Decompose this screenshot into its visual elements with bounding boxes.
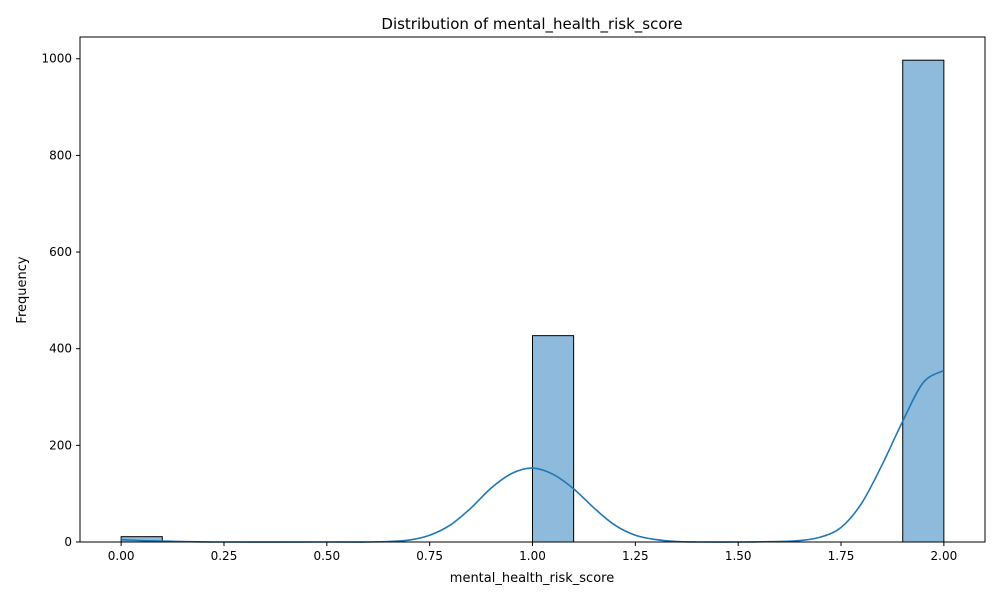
x-tick-label: 0.75 [416, 549, 443, 563]
plot-area [120, 59, 945, 543]
chart-title: Distribution of mental_health_risk_score [381, 15, 682, 34]
x-tick-label: 0.00 [108, 549, 135, 563]
x-tick-label: 1.00 [519, 549, 546, 563]
y-tick-label: 400 [49, 342, 72, 356]
x-tick-label: 1.25 [622, 549, 649, 563]
y-tick-label: 600 [49, 245, 72, 259]
histogram-bar [532, 335, 575, 543]
x-tick-label: 2.00 [931, 549, 958, 563]
x-tick-label: 0.25 [211, 549, 238, 563]
x-axis-label: mental_health_risk_score [450, 571, 614, 586]
x-tick-label: 1.50 [725, 549, 752, 563]
axes: 0.00 0.25 0.50 0.75 1.00 1.25 1.50 1.75 2.00 0 200… [41, 36, 986, 563]
y-tick-label: 200 [49, 438, 72, 452]
y-tick-label: 800 [49, 148, 72, 162]
y-axis-label: Frequency [15, 256, 30, 323]
y-tick-label: 0 [64, 535, 72, 549]
x-tick-label: 0.50 [313, 549, 340, 563]
x-tick-label: 1.75 [828, 549, 855, 563]
histogram-bar [902, 59, 945, 543]
y-tick-label: 1000 [41, 52, 72, 66]
